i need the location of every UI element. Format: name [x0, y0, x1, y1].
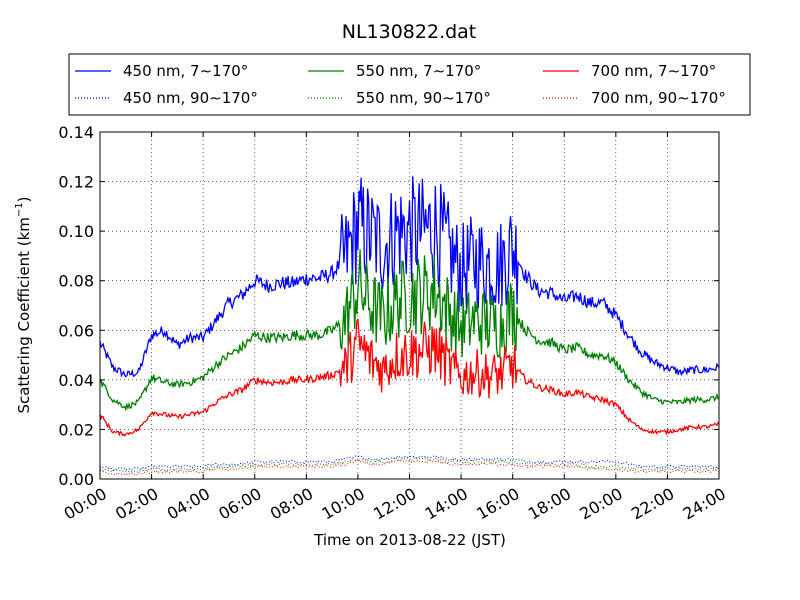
legend-label: 700 nm, 90∼170° [591, 89, 726, 107]
y-axis-label-superscript: −1 [14, 202, 25, 217]
y-tick-label: 0.10 [58, 222, 94, 241]
series-layer [99, 176, 720, 477]
y-axis-label: Scattering Coefficient (km−1) [14, 196, 33, 413]
y-tick-label: 0.06 [58, 321, 94, 340]
legend: 450 nm, 7∼170° 550 nm, 7∼170° 700 nm, 7∼17… [68, 53, 751, 116]
series-line [99, 457, 720, 473]
x-axis-label: Time on 2013-08-22 (JST) [313, 531, 506, 549]
y-tick-label: 0.00 [58, 470, 94, 489]
y-tick-label: 0.04 [58, 371, 94, 390]
y-axis-label-main: Scattering Coefficient (km [15, 217, 33, 413]
plot-frame [99, 131, 720, 480]
y-tick-label: 0.14 [58, 123, 94, 142]
legend-items: 450 nm, 7∼170° 550 nm, 7∼170° 700 nm, 7∼17… [75, 62, 726, 107]
y-tick-label: 0.02 [58, 420, 94, 439]
series-line [99, 176, 720, 378]
legend-label: 550 nm, 90∼170° [356, 89, 491, 107]
chart-title: NL130822.dat [342, 21, 477, 43]
legend-frame [68, 53, 751, 116]
legend-label: 550 nm, 7∼170° [356, 62, 481, 80]
series-line [99, 318, 720, 437]
legend-label: 450 nm, 90∼170° [123, 89, 258, 107]
series-line [99, 249, 720, 412]
y-axis-label-suffix: ) [15, 196, 33, 202]
y-tick-label: 0.12 [58, 173, 94, 192]
legend-label: 450 nm, 7∼170° [123, 62, 248, 80]
y-tick-label: 0.08 [58, 272, 94, 291]
legend-label: 700 nm, 7∼170° [591, 62, 716, 80]
